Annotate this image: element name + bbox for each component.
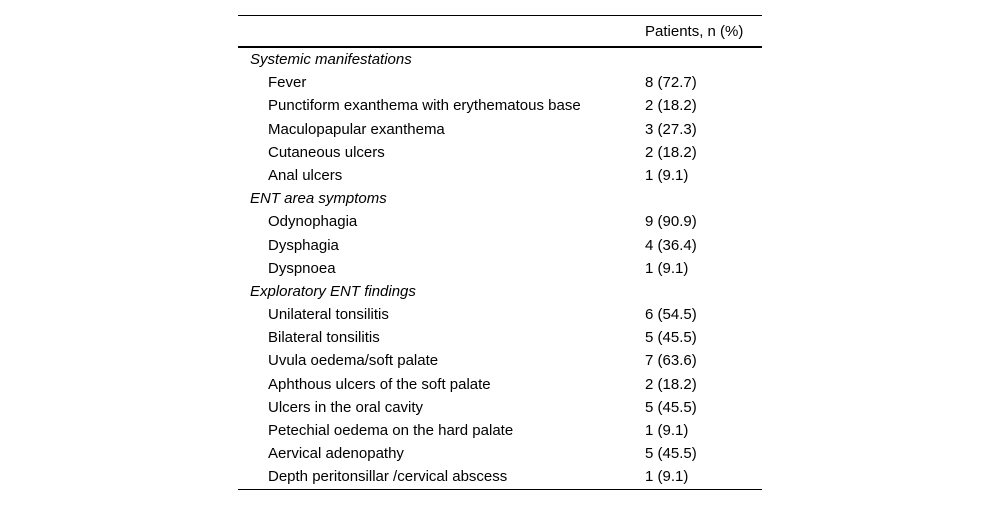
section-row: Systemic manifestations [238, 48, 762, 71]
row-value: 5 (45.5) [645, 398, 697, 416]
table-row: Maculopapular exanthema 3 (27.3) [238, 118, 762, 141]
row-value: 2 (18.2) [645, 375, 697, 393]
row-label: Uvula oedema/soft palate [268, 352, 439, 370]
table-row: Anal ulcers 1 (9.1) [238, 164, 762, 187]
row-label: Maculopapular exanthema [268, 120, 445, 138]
row-value: 5 (45.5) [645, 445, 697, 463]
table-row: Petechial oedema on the hard palate 1 (9.… [238, 419, 762, 442]
row-label: Unilateral tonsilitis [268, 306, 389, 324]
row-value: 1 (9.1) [645, 259, 689, 277]
row-value: 2 (18.2) [645, 97, 697, 115]
row-value: 1 (9.1) [645, 166, 689, 184]
row-value: 8 (72.7) [645, 74, 697, 92]
patients-table: Patients, n (%) Systemic manifestations F… [238, 15, 762, 490]
row-value: 6 (54.5) [645, 306, 697, 324]
row-value: 1 (9.1) [645, 468, 689, 486]
row-value: 5 (45.5) [645, 329, 697, 347]
table-row: Odynophagia 9 (90.9) [238, 210, 762, 233]
table-row: Bilateral tonsilitis 5 (45.5) [238, 326, 762, 349]
section-title: Exploratory ENT findings [250, 282, 416, 300]
row-label: Bilateral tonsilitis [268, 329, 380, 347]
table-row: Ulcers in the oral cavity 5 (45.5) [238, 396, 762, 419]
row-value: 4 (36.4) [645, 236, 697, 254]
table-row: Dysphagia 4 (36.4) [238, 234, 762, 257]
section-title: ENT area symptoms [250, 190, 387, 208]
row-value: 3 (27.3) [645, 120, 697, 138]
table-row: Uvula oedema/soft palate 7 (63.6) [238, 349, 762, 372]
row-label: Cutaneous ulcers [268, 143, 385, 161]
row-label: Dysphagia [268, 236, 339, 254]
row-value: 9 (90.9) [645, 213, 697, 231]
row-label: Odynophagia [268, 213, 358, 231]
column-header-patients: Patients, n (%) [645, 22, 744, 40]
row-label: Fever [268, 74, 307, 92]
row-label: Aervical adenopathy [268, 445, 404, 463]
table-row: Unilateral tonsilitis 6 (54.5) [238, 303, 762, 326]
table-row: Aervical adenopathy 5 (45.5) [238, 442, 762, 465]
row-label: Anal ulcers [268, 166, 343, 184]
table-row: Dyspnoea 1 (9.1) [238, 257, 762, 280]
row-label: Dyspnoea [268, 259, 336, 277]
table-row: Fever 8 (72.7) [238, 71, 762, 94]
row-value: 2 (18.2) [645, 143, 697, 161]
row-value: 1 (9.1) [645, 422, 689, 439]
section-title: Systemic manifestations [250, 51, 412, 68]
row-label: Ulcers in the oral cavity [268, 398, 424, 416]
row-label: Aphthous ulcers of the soft palate [268, 375, 491, 393]
row-label: Depth peritonsillar /cervical abscess [268, 468, 508, 486]
table-row: Punctiform exanthema with erythematous b… [238, 94, 762, 117]
table-row: Aphthous ulcers of the soft palate 2 (18.… [238, 373, 762, 396]
section-row: ENT area symptoms [238, 187, 762, 210]
row-value: 7 (63.6) [645, 352, 697, 370]
table-body: Systemic manifestations Fever 8 (72.7) Punc… [238, 48, 762, 489]
table-row: Depth peritonsillar /cervical abscess 1 (… [238, 465, 762, 488]
row-label: Petechial oedema on the hard palate [268, 422, 514, 439]
row-label: Punctiform exanthema with erythematous b… [268, 97, 581, 115]
section-row: Exploratory ENT findings [238, 280, 762, 303]
table-header-row: Patients, n (%) [238, 16, 762, 48]
table-row: Cutaneous ulcers 2 (18.2) [238, 141, 762, 164]
